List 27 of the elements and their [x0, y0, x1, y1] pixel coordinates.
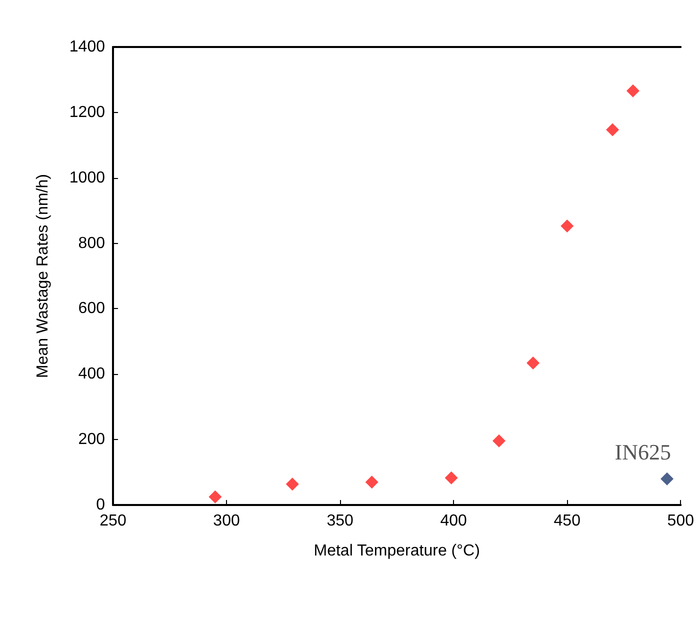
- x-tick-label: 500: [667, 512, 694, 530]
- y-tick-label: 1400: [69, 38, 106, 56]
- x-tick-label: 450: [554, 512, 581, 530]
- y-tick-label: 1200: [69, 104, 106, 121]
- point: [208, 490, 222, 504]
- y-axis-title: Mean Wastage Rates (nm/h): [34, 174, 52, 378]
- annotation: IN625: [614, 439, 672, 464]
- point: [560, 219, 574, 232]
- x-tick-label: 250: [100, 512, 126, 530]
- point: [606, 123, 620, 136]
- y-tick-label: 400: [78, 366, 106, 383]
- x-axis-title: Metal Temperature (°C): [314, 542, 480, 560]
- point: [626, 84, 640, 98]
- point: [492, 434, 506, 448]
- y-tick-label: 600: [78, 300, 106, 318]
- x-tick-label: 350: [326, 512, 354, 530]
- point: [286, 478, 299, 491]
- y-tick-label: 200: [78, 431, 106, 448]
- point: [444, 471, 458, 484]
- y-tick-label: 1000: [69, 169, 106, 186]
- x-tick-label: 300: [213, 512, 240, 530]
- point: [365, 476, 378, 489]
- y-tick-label: 0: [96, 496, 106, 514]
- point: [526, 356, 540, 370]
- x-tick-label: 400: [440, 512, 468, 530]
- y-tick-label: 800: [78, 234, 106, 252]
- point: [660, 472, 674, 486]
